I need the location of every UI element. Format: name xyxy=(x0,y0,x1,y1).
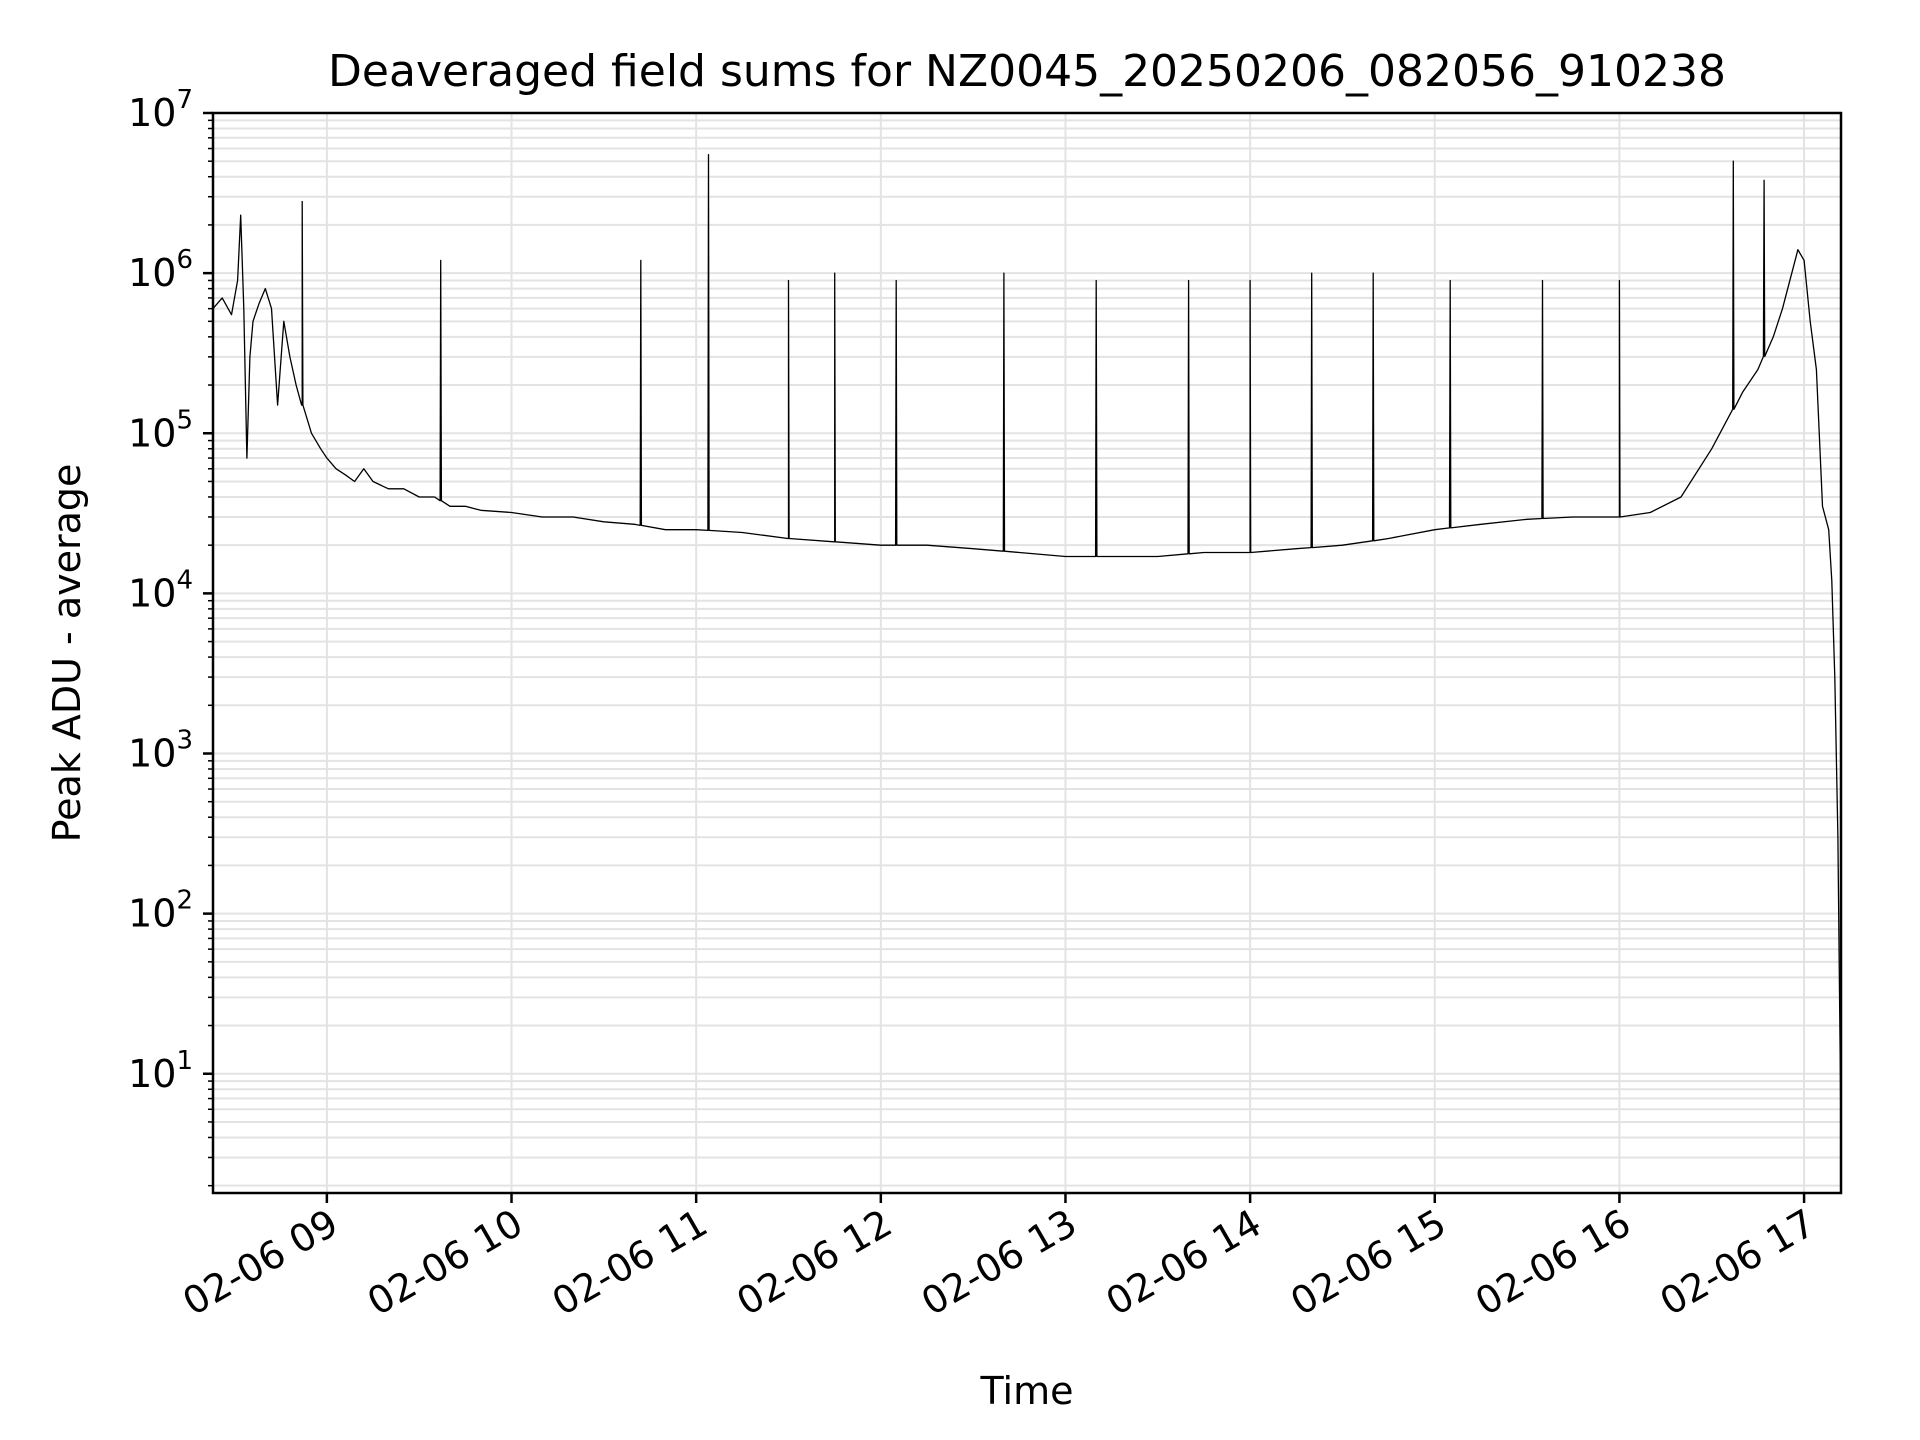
ticks xyxy=(203,111,1806,1203)
x-axis-label: Time xyxy=(980,1369,1074,1413)
y-tick-label: 107 xyxy=(128,85,193,135)
y-tick-labels: 101 102 103 104 105 106 107 xyxy=(128,85,193,1096)
y-tick-label: 105 xyxy=(128,405,193,455)
chart-title: Deaveraged field sums for NZ0045_2025020… xyxy=(328,46,1726,97)
y-tick-label: 102 xyxy=(128,886,193,936)
grid xyxy=(213,112,1841,1193)
series-line xyxy=(212,153,1842,1138)
y-tick-label: 103 xyxy=(128,726,193,776)
y-axis-label: Peak ADU - average xyxy=(45,464,89,843)
y-tick-label: 101 xyxy=(128,1046,193,1096)
series-layer xyxy=(212,153,1842,1138)
y-tick-label: 104 xyxy=(128,565,193,615)
y-tick-label: 106 xyxy=(128,245,193,295)
plot-frame xyxy=(211,111,1843,1195)
